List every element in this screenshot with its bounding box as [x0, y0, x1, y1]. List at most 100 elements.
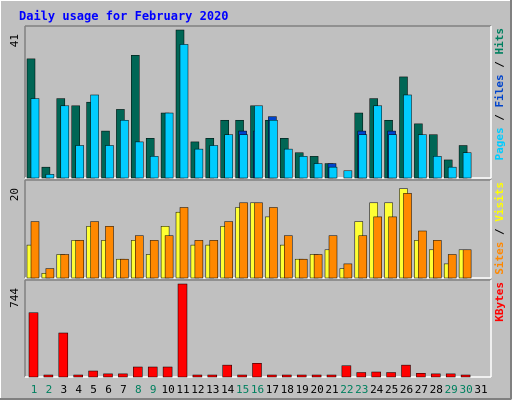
bar-sites	[447, 254, 457, 279]
bar-pages	[239, 134, 248, 179]
legend-part: /	[493, 108, 506, 128]
bar-kbytes	[386, 372, 396, 378]
bar-pages	[298, 156, 308, 179]
bar-pages	[224, 134, 233, 179]
bar-sites	[30, 221, 40, 279]
bar-kbytes	[252, 363, 262, 378]
bar-kbytes	[311, 374, 322, 378]
day-label: 19	[296, 383, 309, 396]
bar-kbytes	[460, 374, 471, 378]
bar-sites	[194, 240, 204, 279]
day-label: 18	[281, 383, 294, 396]
y-max-label: 41	[8, 34, 21, 47]
panel-kbytes: 744 KBytes	[8, 279, 506, 378]
bar-kbytes	[177, 283, 188, 378]
bar-pages	[90, 94, 99, 179]
bar-sites	[328, 235, 338, 279]
bar-pages	[75, 145, 84, 179]
bar-sites	[462, 249, 472, 279]
bar-kbytes	[356, 372, 367, 378]
day-label: 22	[340, 383, 353, 396]
bar-sites	[433, 240, 442, 279]
day-label: 10	[161, 383, 174, 396]
bar-pages	[462, 152, 472, 179]
bar-kbytes	[341, 365, 352, 378]
chart-title: Daily usage for February 2020	[19, 9, 229, 23]
legend-part: /	[493, 55, 506, 75]
bar-pages	[358, 134, 368, 179]
bar-pages	[403, 94, 412, 179]
day-label: 25	[385, 383, 398, 396]
bar-pages	[120, 119, 129, 179]
day-axis: 1 2 3 4 5 6 7 8 9 10 11 12 13 14 15 16 17 18 19 20 21 22 23 24 2…	[31, 383, 488, 396]
day-label: 20	[310, 383, 323, 396]
bar-sites	[90, 221, 99, 279]
bar-pages	[209, 145, 219, 179]
day-label: 24	[370, 383, 384, 396]
bar-pages	[284, 148, 293, 179]
series-legend: Sites / Visits	[493, 182, 506, 275]
bar-sites	[239, 202, 248, 279]
bar-pages	[313, 163, 323, 179]
day-label: 8	[135, 383, 142, 396]
day-label: 5	[90, 383, 97, 396]
day-label: 27	[415, 383, 428, 396]
day-label: 13	[206, 383, 219, 396]
bar-kbytes	[192, 374, 203, 378]
bar-pages	[45, 174, 55, 179]
bar-pages	[179, 44, 189, 179]
bar-pages	[60, 105, 70, 179]
bar-kbytes	[445, 373, 456, 378]
bar-sites	[149, 240, 159, 279]
bar-kbytes	[118, 373, 128, 378]
bar-kbytes	[147, 366, 158, 378]
y-max-label: 20	[8, 188, 21, 201]
bar-kbytes	[58, 332, 69, 378]
bar-pages	[135, 141, 144, 179]
bar-sites	[343, 263, 353, 279]
bar-kbytes	[222, 364, 232, 378]
bar-sites	[105, 226, 114, 279]
bar-kbytes	[162, 366, 173, 378]
bar-sites	[224, 221, 233, 279]
bar-kbytes	[296, 374, 307, 378]
day-label: 14	[221, 383, 235, 396]
bar-pages	[433, 156, 442, 179]
bar-sites	[403, 193, 412, 279]
legend-part: Sites	[493, 242, 506, 275]
day-label: 2	[46, 383, 53, 396]
bar-sites	[254, 202, 263, 279]
day-label: 16	[251, 383, 264, 396]
bar-kbytes	[133, 366, 143, 378]
series-legend: Pages / Files / Hits	[493, 28, 506, 161]
legend-part: Files	[493, 74, 506, 107]
bar-sites	[209, 240, 219, 279]
panel-sites-visits: 20 Sites / Visits	[8, 179, 506, 279]
bar-kbytes	[371, 371, 381, 378]
legend-part: Visits	[493, 182, 506, 222]
day-label: 4	[75, 383, 82, 396]
day-label: 9	[150, 383, 157, 396]
bar-pages	[164, 112, 174, 179]
series-legend: KBytes	[493, 282, 506, 322]
bar-pages	[30, 98, 40, 179]
bar-kbytes	[28, 312, 39, 378]
bar-sites	[373, 216, 382, 279]
bar-kbytes	[43, 374, 54, 378]
day-label: 26	[400, 383, 413, 396]
bar-kbytes	[282, 374, 292, 378]
plot-area	[25, 280, 491, 377]
bar-sites	[75, 240, 84, 279]
bar-kbytes	[103, 373, 113, 378]
bar-pages	[194, 148, 204, 179]
bar-pages	[418, 134, 427, 179]
day-label: 1	[31, 383, 38, 396]
day-label: 7	[120, 383, 127, 396]
bar-pages	[269, 119, 278, 179]
panel-pages-files-hits: 41 Pages / Files / Hits	[8, 25, 506, 179]
bar-sites	[60, 254, 70, 279]
day-label: 11	[176, 383, 189, 396]
legend-part: Hits	[493, 28, 506, 55]
bar-sites	[179, 207, 189, 279]
